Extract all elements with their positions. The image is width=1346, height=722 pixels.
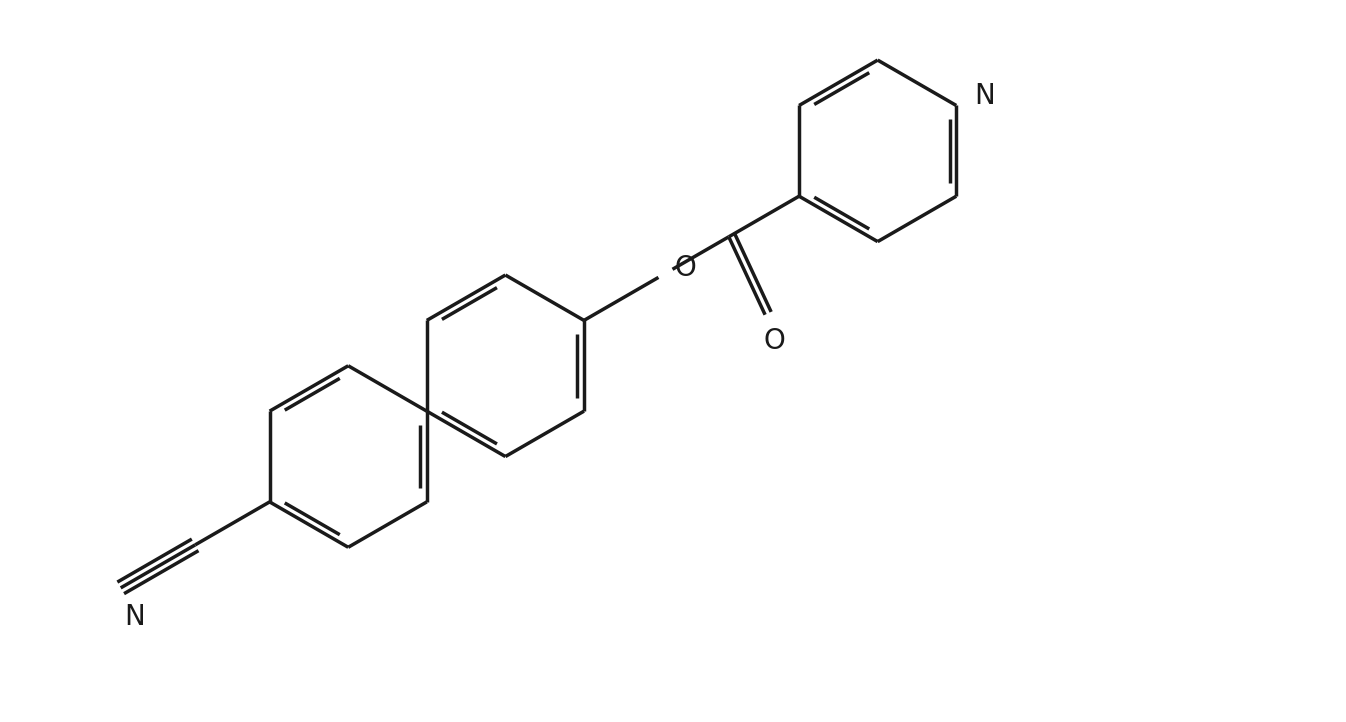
Text: O: O [763, 328, 786, 355]
Text: N: N [975, 82, 995, 110]
Text: N: N [125, 604, 145, 632]
Text: O: O [674, 254, 696, 282]
